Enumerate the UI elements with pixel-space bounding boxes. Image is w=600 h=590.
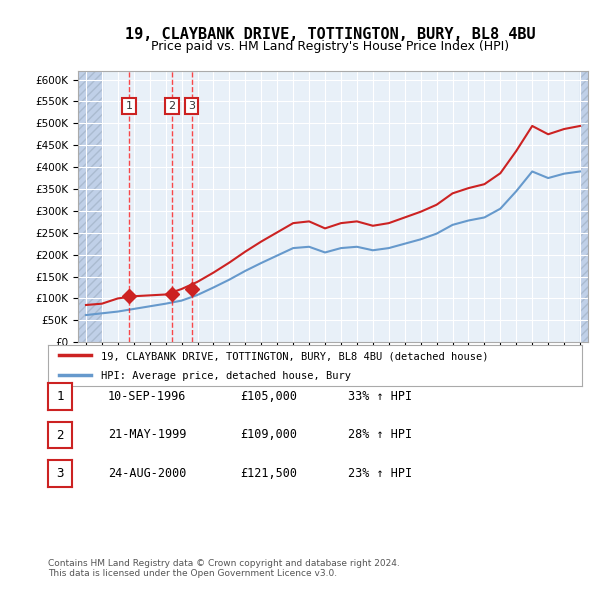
- Text: 1: 1: [56, 390, 64, 404]
- Text: 19, CLAYBANK DRIVE, TOTTINGTON, BURY, BL8 4BU (detached house): 19, CLAYBANK DRIVE, TOTTINGTON, BURY, BL…: [101, 351, 489, 361]
- Text: £109,000: £109,000: [240, 428, 297, 441]
- Text: 21-MAY-1999: 21-MAY-1999: [108, 428, 187, 441]
- Text: 3: 3: [188, 101, 195, 111]
- Text: 24-AUG-2000: 24-AUG-2000: [108, 467, 187, 480]
- Text: Contains HM Land Registry data © Crown copyright and database right 2024.
This d: Contains HM Land Registry data © Crown c…: [48, 559, 400, 578]
- Text: £121,500: £121,500: [240, 467, 297, 480]
- Bar: [78, 71, 102, 342]
- Text: £105,000: £105,000: [240, 390, 297, 403]
- Text: 1: 1: [125, 101, 133, 111]
- Text: 10-SEP-1996: 10-SEP-1996: [108, 390, 187, 403]
- Text: 23% ↑ HPI: 23% ↑ HPI: [348, 467, 412, 480]
- Text: 28% ↑ HPI: 28% ↑ HPI: [348, 428, 412, 441]
- Text: 2: 2: [168, 101, 175, 111]
- Text: 33% ↑ HPI: 33% ↑ HPI: [348, 390, 412, 403]
- Bar: [580, 71, 588, 342]
- Text: HPI: Average price, detached house, Bury: HPI: Average price, detached house, Bury: [101, 371, 352, 381]
- Text: 2: 2: [56, 428, 64, 442]
- Bar: [78, 71, 102, 342]
- Text: Price paid vs. HM Land Registry's House Price Index (HPI): Price paid vs. HM Land Registry's House …: [151, 40, 509, 53]
- Bar: [580, 71, 588, 342]
- Text: 19, CLAYBANK DRIVE, TOTTINGTON, BURY, BL8 4BU: 19, CLAYBANK DRIVE, TOTTINGTON, BURY, BL…: [125, 27, 535, 41]
- Text: 3: 3: [56, 467, 64, 480]
